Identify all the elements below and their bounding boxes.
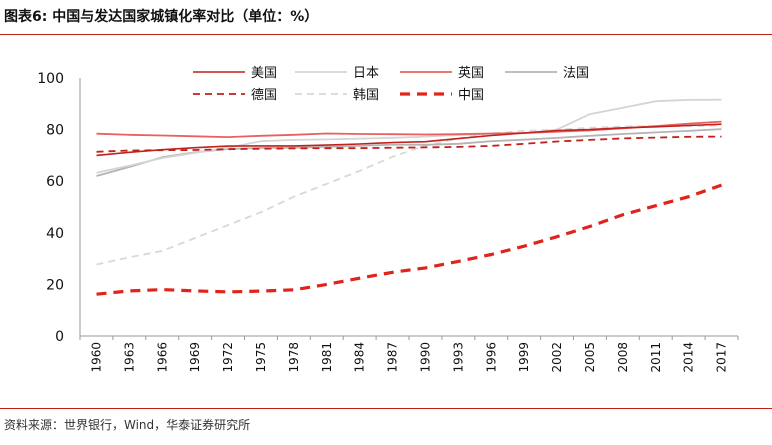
x-tick-label: 2014 — [682, 342, 696, 373]
footer-divider — [0, 408, 772, 409]
y-tick-label: 100 — [37, 71, 64, 87]
x-tick-label: 1972 — [221, 342, 235, 373]
x-tick-label: 1999 — [517, 342, 531, 373]
x-tick-label: 1993 — [451, 342, 465, 373]
x-tick-label: 1969 — [188, 342, 202, 373]
legend-label: 韩国 — [353, 88, 379, 103]
x-tick-label: 1963 — [122, 342, 136, 373]
x-tick-label: 1996 — [484, 342, 498, 373]
legend-label: 中国 — [458, 88, 484, 103]
x-tick-label: 2002 — [550, 342, 564, 373]
legend-label: 法国 — [563, 66, 589, 81]
x-tick-label: 1960 — [89, 342, 103, 373]
y-tick-label: 20 — [46, 277, 64, 293]
series-line-2 — [96, 98, 722, 174]
title-divider — [0, 34, 772, 35]
series-layer — [96, 98, 723, 296]
series-line-3 — [96, 120, 722, 139]
series-line-1 — [96, 123, 722, 157]
x-tick-label: 1978 — [287, 342, 301, 373]
series-line-5 — [96, 135, 722, 153]
series-line-6 — [96, 124, 722, 266]
legend-label: 英国 — [458, 66, 484, 81]
x-tick-label: 2005 — [583, 342, 597, 373]
x-tick-label: 1966 — [155, 342, 169, 373]
y-tick-label: 60 — [46, 174, 64, 190]
line-chart: 0 20 40 60 80 100 1960 1963 1966 1969 1972 1975 1978… — [37, 66, 739, 373]
x-tick-label: 1987 — [386, 342, 400, 373]
source-note: 资料来源：世界银行，Wind，华泰证券研究所 — [4, 418, 251, 432]
y-tick-label: 80 — [46, 123, 64, 139]
legend-label: 日本 — [353, 66, 379, 81]
chart-title: 图表6: 中国与发达国家城镇化率对比（单位：%） — [4, 9, 319, 25]
legend-label: 德国 — [251, 88, 277, 103]
x-tick-label: 2008 — [616, 342, 630, 373]
axes: 0 20 40 60 80 100 1960 1963 1966 1969 1972 1975 1978… — [37, 71, 739, 373]
x-tick-label: 2017 — [715, 342, 729, 373]
series-line-7 — [96, 183, 723, 296]
x-tick-label: 1981 — [320, 342, 334, 373]
legend-label: 美国 — [251, 66, 277, 81]
x-tick-label: 1975 — [254, 342, 268, 373]
y-tick-label: 0 — [55, 329, 64, 345]
x-tick-label: 1984 — [353, 342, 367, 373]
y-tick-label: 40 — [46, 226, 64, 242]
x-tick-label: 2011 — [649, 342, 663, 373]
x-tick-label: 1990 — [418, 342, 432, 373]
